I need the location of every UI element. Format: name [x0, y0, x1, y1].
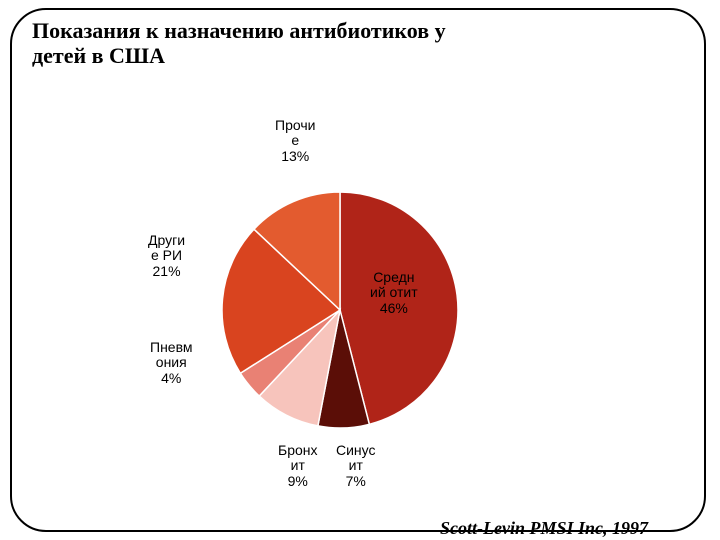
chart-title: Показания к назначению антибиотиков у де… [32, 18, 462, 69]
pie-slice-label: Прочие13% [275, 118, 315, 164]
pie-slice-label: Бронхит9% [278, 443, 318, 489]
pie-slice-label: Другие РИ21% [148, 233, 185, 279]
pie-chart-container [218, 188, 462, 432]
pie-chart [218, 188, 462, 432]
pie-slice-label: Пневмония4% [150, 340, 193, 386]
source-credit: Scott-Levin PMSI Inc, 1997 [440, 519, 680, 538]
pie-slice-label: Синусит7% [336, 443, 376, 489]
pie-slice-label: Средний отит46% [370, 270, 418, 316]
